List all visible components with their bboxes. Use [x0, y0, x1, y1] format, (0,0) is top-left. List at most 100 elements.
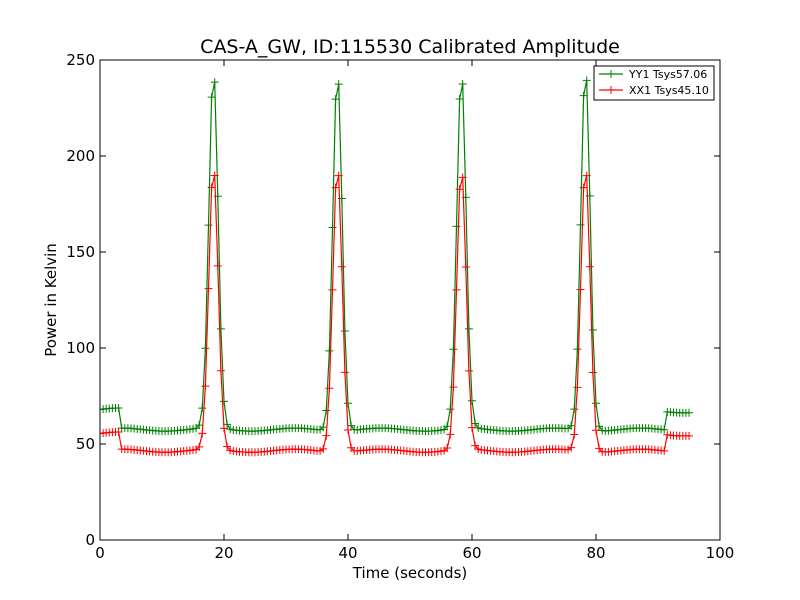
- y-tick-label: 0: [85, 531, 95, 549]
- data-point: [685, 408, 693, 417]
- data-point: [592, 399, 600, 408]
- data-point: [328, 223, 337, 232]
- data-point: [573, 383, 582, 392]
- y-tick-label: 200: [66, 147, 95, 165]
- data-point: [464, 324, 473, 333]
- data-point: [468, 396, 476, 405]
- data-point: [576, 285, 585, 294]
- series-layer: [100, 76, 693, 457]
- legend-box: [593, 65, 715, 101]
- data-point: [579, 183, 588, 192]
- data-point: [207, 93, 216, 102]
- y-tick-label: 250: [66, 51, 95, 69]
- data-point: [322, 406, 331, 415]
- plot-frame: [99, 59, 721, 541]
- data-point: [201, 344, 210, 353]
- data-point: [452, 222, 461, 231]
- data-point: [347, 421, 356, 430]
- data-point: [337, 262, 346, 271]
- data-point: [660, 446, 669, 455]
- data-point: [319, 423, 328, 432]
- series-markers-1: [100, 76, 693, 436]
- series-line-1: [100, 80, 690, 432]
- data-point: [567, 421, 576, 430]
- data-point: [455, 185, 464, 194]
- data-point: [585, 262, 594, 271]
- x-tick-label: 80: [586, 544, 605, 562]
- data-point: [210, 78, 219, 87]
- data-point: [340, 327, 349, 336]
- chart-title: CAS-A_GW, ID:115530 Calibrated Amplitude: [200, 36, 620, 58]
- data-point: [567, 443, 576, 452]
- data-point: [452, 285, 461, 294]
- series-markers-2: [100, 171, 693, 457]
- data-point: [198, 404, 207, 413]
- data-point: [570, 405, 579, 414]
- data-point: [443, 422, 452, 431]
- data-point: [582, 171, 591, 180]
- x-axis-label: Time (seconds): [352, 564, 468, 582]
- series-line-2: [100, 175, 690, 453]
- data-point: [461, 262, 470, 271]
- data-point: [443, 444, 452, 453]
- data-point: [325, 384, 334, 393]
- y-axis: 0 50 100 150 200 250: [66, 51, 720, 549]
- data-point: [334, 80, 343, 89]
- data-point: [198, 429, 207, 438]
- data-point: [579, 91, 588, 100]
- data-point: [319, 444, 328, 453]
- data-point: [471, 419, 480, 428]
- data-point: [325, 346, 334, 355]
- data-point: [464, 366, 473, 375]
- data-point: [210, 171, 219, 180]
- data-point: [458, 173, 467, 182]
- data-point: [595, 422, 604, 431]
- y-tick-label: 100: [66, 339, 95, 357]
- y-tick-label: 50: [76, 435, 95, 453]
- data-point: [446, 430, 455, 439]
- data-point: [207, 183, 216, 192]
- data-point: [458, 79, 467, 88]
- data-point: [331, 95, 340, 104]
- legend-label: YY1 Tsys57.06: [628, 68, 707, 81]
- data-point: [216, 324, 225, 333]
- data-point: [449, 345, 458, 354]
- data-point: [446, 405, 455, 414]
- x-tick-label: 100: [706, 544, 735, 562]
- data-point: [588, 326, 597, 335]
- y-axis-label: Power in Kelvin: [42, 243, 60, 357]
- data-point: [195, 421, 204, 430]
- data-point: [344, 425, 352, 434]
- data-point: [660, 425, 669, 434]
- x-axis: 0 20 40 60 80 100: [95, 60, 734, 562]
- data-point: [195, 442, 204, 451]
- data-point: [220, 397, 228, 406]
- data-point: [582, 76, 591, 85]
- data-point: [573, 345, 582, 354]
- data-point: [570, 430, 579, 439]
- data-point: [334, 171, 343, 180]
- data-point: [449, 383, 458, 392]
- x-tick-label: 0: [95, 544, 105, 562]
- data-point: [114, 403, 123, 412]
- data-point: [344, 399, 352, 408]
- data-point: [468, 423, 476, 432]
- legend-marker: [607, 70, 615, 78]
- x-tick-label: 60: [462, 544, 481, 562]
- data-point: [114, 427, 123, 436]
- legend-marker: [607, 86, 615, 94]
- data-point: [331, 183, 340, 192]
- legend-label: XX1 Tsys45.10: [629, 84, 709, 97]
- data-point: [201, 382, 210, 391]
- data-point: [685, 431, 693, 440]
- data-point: [322, 431, 331, 440]
- x-tick-label: 20: [214, 544, 233, 562]
- x-tick-label: 40: [338, 544, 357, 562]
- y-tick-label: 150: [66, 243, 95, 261]
- data-point: [576, 220, 585, 229]
- data-point: [592, 426, 600, 435]
- data-point: [204, 221, 213, 230]
- data-point: [220, 424, 228, 433]
- data-point: [213, 261, 222, 270]
